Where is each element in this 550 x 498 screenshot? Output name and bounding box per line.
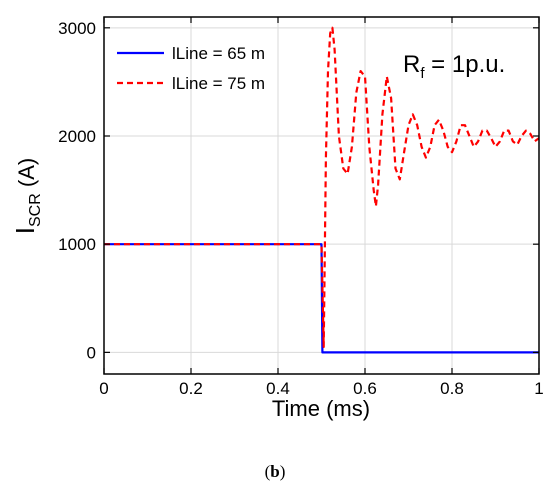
legend-label-2: lLine = 75 m — [172, 74, 265, 93]
y-tick-label: 3000 — [58, 19, 96, 38]
caption-open: ( — [264, 462, 271, 481]
caption-close: ) — [279, 462, 286, 481]
y-tick-label: 0 — [87, 343, 96, 362]
y-axis-title-rest: (A) — [14, 158, 39, 193]
legend-label-1: lLine = 65 m — [172, 44, 265, 63]
x-tick-label: 0 — [99, 379, 108, 398]
rf-annotation-sub: f — [420, 65, 425, 82]
y-axis-title-sub: SCR — [27, 193, 44, 227]
x-axis-title: Time (ms) — [272, 396, 370, 421]
x-tick-label: 1 — [534, 379, 543, 398]
ticks — [103, 17, 540, 374]
y-axis-title-main: I — [10, 227, 40, 234]
rf-annotation: Rf = 1p.u. — [403, 51, 505, 82]
plot-frame — [103, 16, 540, 375]
series-line-2 — [104, 26, 539, 349]
rf-annotation-rest: = 1p.u. — [425, 51, 506, 78]
x-tick-label: 0.8 — [440, 379, 464, 398]
figure-caption: (b) — [0, 462, 550, 482]
x-tick-label: 0.6 — [353, 379, 377, 398]
y-tick-label: 2000 — [58, 127, 96, 146]
tick-labels: 0 0.2 0.4 0.6 0.8 1 0 1000 2000 3000 — [58, 19, 544, 398]
legend: lLine = 65 m lLine = 75 m — [117, 44, 265, 93]
x-tick-label: 0.2 — [179, 379, 203, 398]
y-axis-title: ISCR (A) — [10, 158, 44, 234]
x-tick-label: 0.4 — [266, 379, 290, 398]
chart: 0 0.2 0.4 0.6 0.8 1 0 1000 2000 3000 Time (ms) IS… — [10, 16, 544, 421]
series-layer — [104, 26, 539, 354]
rf-annotation-main: R — [403, 51, 420, 78]
caption-letter: b — [270, 462, 280, 481]
y-tick-label: 1000 — [58, 235, 96, 254]
